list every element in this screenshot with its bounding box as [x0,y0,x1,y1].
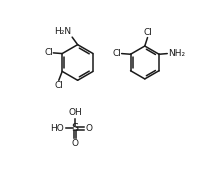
Text: O: O [86,124,93,133]
Text: S: S [71,123,78,133]
Text: H₂N: H₂N [55,27,72,36]
Text: OH: OH [68,108,82,117]
Text: Cl: Cl [44,48,53,57]
Text: HO: HO [50,124,64,133]
Text: Cl: Cl [54,81,63,90]
Text: Cl: Cl [143,28,152,37]
Text: Cl: Cl [112,49,121,58]
Text: O: O [71,139,78,148]
Text: NH₂: NH₂ [168,49,185,58]
